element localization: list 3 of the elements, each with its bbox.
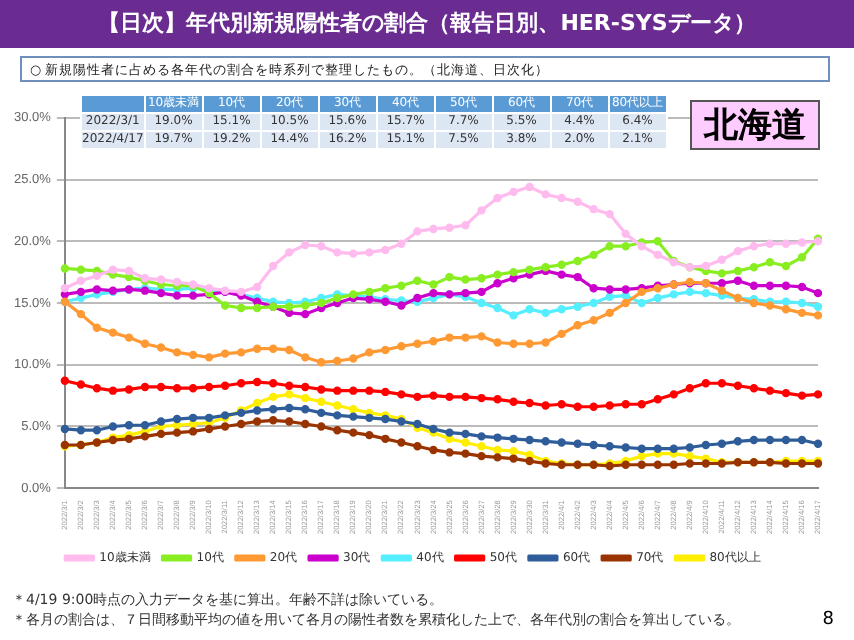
chart-title: 【日次】年代別新規陽性者の割合（報告日別、HER-SYSデータ） (0, 0, 854, 48)
text: 8 (822, 610, 834, 630)
annotation: 北海道 (690, 100, 820, 150)
